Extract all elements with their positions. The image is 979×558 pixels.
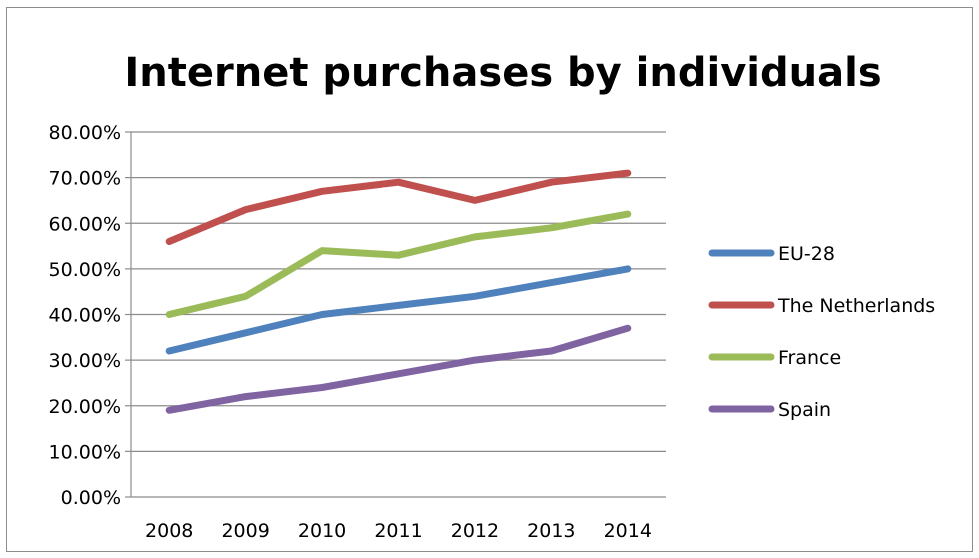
x-tick-label: 2012 xyxy=(451,520,499,542)
series-lines xyxy=(165,169,632,414)
x-tick-label: 2011 xyxy=(374,520,422,542)
legend-label-france: France xyxy=(778,347,841,369)
y-tick-label: 60.00% xyxy=(49,213,121,235)
series-line-france xyxy=(165,210,632,318)
legend-label-spain: Spain xyxy=(778,399,831,421)
y-tick-label: 10.00% xyxy=(49,441,121,463)
legend-label-eu-28: EU-28 xyxy=(778,243,835,265)
series-line-spain xyxy=(165,324,632,414)
y-tick-label: 40.00% xyxy=(49,305,121,327)
series-line-the-netherlands xyxy=(165,169,632,245)
y-tick-label: 0.00% xyxy=(61,487,121,509)
y-tick-label: 30.00% xyxy=(49,350,121,372)
chart-title: Internet purchases by individuals xyxy=(124,50,881,96)
series-line-eu-28 xyxy=(165,265,632,355)
legend: EU-28 The Netherlands France Spain xyxy=(708,243,935,421)
chart-border xyxy=(6,7,973,552)
y-tick-label: 20.00% xyxy=(49,396,121,418)
axes: 0.00% 10.00% 20.00% 30.00% 40.00% 50.00% 60.00… xyxy=(49,122,666,542)
x-tick-label: 2008 xyxy=(145,520,193,542)
x-tick-label: 2013 xyxy=(527,520,575,542)
legend-label-the-netherlands: The Netherlands xyxy=(777,295,935,317)
y-tick-label: 80.00% xyxy=(49,122,121,144)
y-tick-label: 70.00% xyxy=(49,168,121,190)
x-tick-label: 2009 xyxy=(221,520,269,542)
y-tick-label: 50.00% xyxy=(49,259,121,281)
x-tick-label: 2010 xyxy=(298,520,346,542)
x-tick-label: 2014 xyxy=(604,520,652,542)
